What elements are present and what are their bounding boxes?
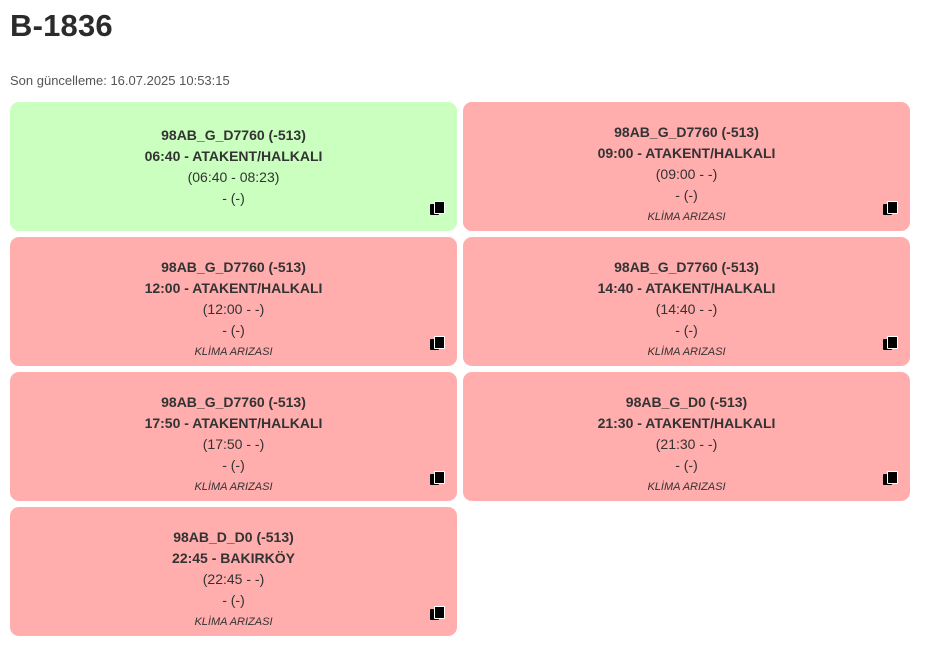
trip-extra: - (-)	[675, 457, 698, 473]
trip-time-range: (06:40 - 08:23)	[187, 169, 280, 185]
trip-extra: - (-)	[222, 457, 245, 473]
trip-time-route: 14:40 - ATAKENT/HALKALI	[597, 280, 776, 296]
trip-time-range: (09:00 - -)	[655, 166, 718, 182]
trip-code: 98AB_D_D0 (-513)	[173, 529, 294, 545]
trip-time-route: 17:50 - ATAKENT/HALKALI	[144, 415, 323, 431]
trip-card: 98AB_G_D7760 (-513) 14:40 - ATAKENT/HALK…	[463, 237, 910, 366]
trip-card: 98AB_G_D0 (-513) 21:30 - ATAKENT/HALKALI…	[463, 372, 910, 501]
trip-time-route: 06:40 - ATAKENT/HALKALI	[144, 148, 323, 164]
trip-extra: - (-)	[222, 322, 245, 338]
trip-time-range: (17:50 - -)	[202, 436, 265, 452]
trip-time-range: (12:00 - -)	[202, 301, 265, 317]
trip-code: 98AB_G_D0 (-513)	[625, 394, 748, 410]
trip-code: 98AB_G_D7760 (-513)	[614, 259, 759, 275]
trip-code: 98AB_G_D7760 (-513)	[161, 394, 306, 410]
trip-time-range: (21:30 - -)	[655, 436, 718, 452]
fault-note: KLİMA ARIZASI	[647, 481, 726, 493]
trip-extra: - (-)	[675, 322, 698, 338]
trip-time-route: 12:00 - ATAKENT/HALKALI	[144, 280, 323, 296]
copy-icon[interactable]	[430, 471, 445, 485]
trip-time-route: 22:45 - BAKIRKÖY	[172, 550, 295, 566]
trip-time-range: (22:45 - -)	[202, 571, 265, 587]
last-updated-text: Son güncelleme: 16.07.2025 10:53:15	[10, 73, 230, 88]
trip-card-grid: 98AB_G_D7760 (-513) 06:40 - ATAKENT/HALK…	[10, 102, 910, 636]
trip-extra: - (-)	[222, 190, 245, 206]
trip-extra: - (-)	[675, 187, 698, 203]
trip-card: 98AB_D_D0 (-513) 22:45 - BAKIRKÖY (22:45…	[10, 507, 457, 636]
copy-icon[interactable]	[883, 471, 898, 485]
copy-icon[interactable]	[430, 606, 445, 620]
fault-note: KLİMA ARIZASI	[194, 616, 273, 628]
trip-time-range: (14:40 - -)	[655, 301, 718, 317]
copy-icon[interactable]	[430, 336, 445, 350]
trip-extra: - (-)	[222, 592, 245, 608]
fault-note: KLİMA ARIZASI	[647, 211, 726, 223]
copy-icon[interactable]	[430, 201, 445, 215]
trip-card: 98AB_G_D7760 (-513) 12:00 - ATAKENT/HALK…	[10, 237, 457, 366]
copy-icon[interactable]	[883, 336, 898, 350]
copy-icon[interactable]	[883, 201, 898, 215]
trip-code: 98AB_G_D7760 (-513)	[614, 124, 759, 140]
trip-time-route: 09:00 - ATAKENT/HALKALI	[597, 145, 776, 161]
fault-note: KLİMA ARIZASI	[647, 346, 726, 358]
trip-card: 98AB_G_D7760 (-513) 17:50 - ATAKENT/HALK…	[10, 372, 457, 501]
trip-time-route: 21:30 - ATAKENT/HALKALI	[597, 415, 776, 431]
fault-note: KLİMA ARIZASI	[194, 481, 273, 493]
fault-note: KLİMA ARIZASI	[194, 346, 273, 358]
trip-card: 98AB_G_D7760 (-513) 09:00 - ATAKENT/HALK…	[463, 102, 910, 231]
trip-card: 98AB_G_D7760 (-513) 06:40 - ATAKENT/HALK…	[10, 102, 457, 231]
trip-code: 98AB_G_D7760 (-513)	[161, 259, 306, 275]
trip-code: 98AB_G_D7760 (-513)	[161, 127, 306, 143]
page-title: B-1836	[10, 8, 113, 43]
